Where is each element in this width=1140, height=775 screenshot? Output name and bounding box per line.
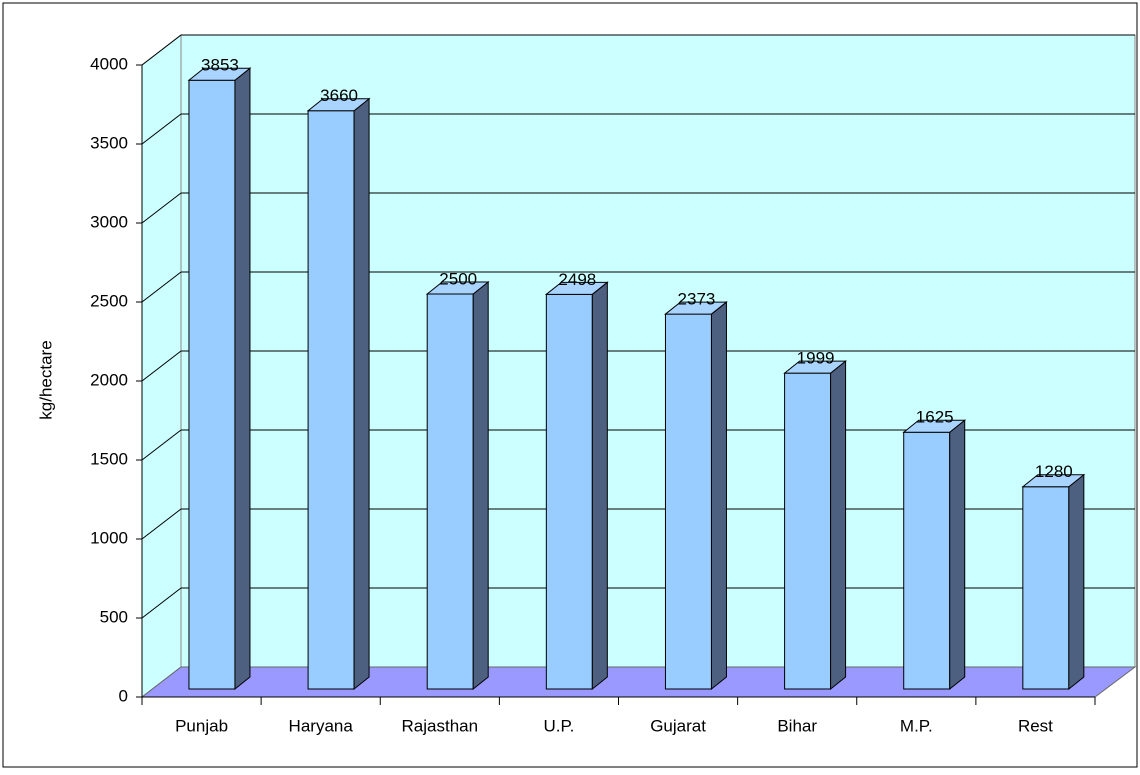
data-label: 1280 [1035, 462, 1073, 481]
bar-top [544, 281, 609, 295]
y-tick-label: 1500 [90, 449, 128, 468]
grid-line [141, 508, 182, 540]
x-tick-label: Rajasthan [402, 716, 479, 735]
y-tick-label: 500 [100, 607, 128, 626]
y-tick-label: 0 [119, 686, 128, 705]
bar [1021, 473, 1086, 691]
bar-front [188, 79, 236, 690]
bar-front [426, 293, 474, 690]
bar-side [949, 419, 966, 691]
y-tick-label: 3000 [90, 212, 128, 231]
bar [783, 360, 848, 691]
grid-line [141, 350, 182, 382]
bar [187, 67, 252, 691]
bar-top [306, 98, 371, 112]
bar-side [710, 301, 727, 691]
bar-side [1068, 473, 1085, 691]
bar [544, 281, 609, 691]
x-tick-label: Punjab [175, 716, 228, 735]
bar [664, 301, 728, 691]
data-label: 3853 [201, 56, 239, 75]
bar-front [664, 313, 712, 690]
bar-front [1022, 486, 1070, 690]
bar-top [425, 281, 490, 295]
bar-side [830, 360, 847, 691]
bar-top [187, 67, 252, 81]
data-label: 2498 [558, 270, 596, 289]
grid-line [141, 113, 182, 145]
floor [140, 666, 1137, 698]
bar-front [784, 372, 832, 690]
bar [425, 280, 490, 691]
x-tick-label: M.P. [900, 716, 933, 735]
bar-side [234, 67, 251, 691]
y-tick-label: 2000 [90, 370, 128, 389]
bar-side [353, 97, 370, 691]
y-tick-label: 2500 [90, 291, 128, 310]
grid-line [141, 271, 182, 303]
data-label: 1999 [797, 349, 835, 368]
y-tick-label: 1000 [90, 528, 128, 547]
bar [902, 419, 967, 691]
bar-front [307, 110, 355, 690]
data-label: 1625 [916, 408, 954, 427]
data-label: 2373 [678, 290, 716, 309]
grid-line [141, 192, 182, 224]
y-axis-label: kg/hectare [36, 340, 55, 419]
x-tick-label: Haryana [289, 716, 354, 735]
y-tick-label: 4000 [90, 54, 128, 73]
bar-front [903, 431, 951, 690]
data-label: 2500 [439, 269, 477, 288]
bar-side [472, 280, 489, 691]
x-tick-label: Bihar [777, 716, 817, 735]
grid-line [141, 34, 182, 66]
bar-top [664, 301, 728, 315]
grid-line [141, 429, 182, 461]
grid-line [141, 587, 182, 619]
y-tick-label: 3500 [90, 133, 128, 152]
x-tick-label: Rest [1018, 716, 1053, 735]
x-tick-label: U.P. [544, 716, 575, 735]
bar [306, 97, 371, 691]
bar-top [1021, 474, 1086, 488]
bar-top [902, 419, 967, 433]
bar-side [591, 281, 608, 691]
bar-front [545, 293, 593, 690]
bar-top [783, 360, 848, 374]
data-label: 3660 [320, 86, 358, 105]
x-tick-label: Gujarat [650, 716, 706, 735]
